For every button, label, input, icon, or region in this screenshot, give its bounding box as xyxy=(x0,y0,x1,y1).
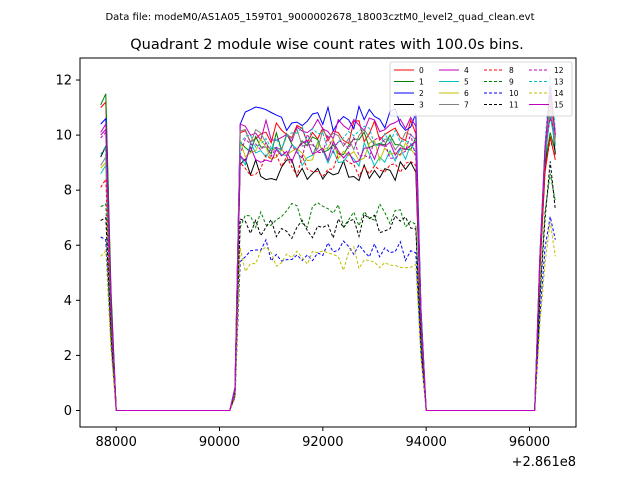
y-tick-label: 12 xyxy=(55,74,72,89)
series-line-1 xyxy=(100,93,556,411)
series-line-7 xyxy=(100,106,556,411)
legend-label-8: 8 xyxy=(509,66,514,75)
y-tick-label: 4 xyxy=(64,294,72,309)
y-tick-label: 0 xyxy=(64,404,72,419)
plot-lines xyxy=(100,75,556,411)
x-tick-label: 92000 xyxy=(302,435,343,450)
legend-label-0: 0 xyxy=(419,66,424,75)
legend-label-9: 9 xyxy=(509,78,514,87)
legend-label-7: 7 xyxy=(464,101,469,110)
y-tick-label: 10 xyxy=(55,129,72,144)
x-tick-label: 94000 xyxy=(405,435,446,450)
legend-label-2: 2 xyxy=(419,89,424,98)
x-tick-label: 90000 xyxy=(199,435,240,450)
series-line-15 xyxy=(100,90,556,411)
series-line-10 xyxy=(100,216,556,411)
legend-label-11: 11 xyxy=(509,101,519,110)
series-line-2 xyxy=(100,93,556,411)
legend-label-6: 6 xyxy=(464,89,469,98)
legend-label-13: 13 xyxy=(554,78,564,87)
legend-label-3: 3 xyxy=(419,101,424,110)
legend-box xyxy=(389,61,573,117)
x-axis: 88000 90000 92000 94000 96000 xyxy=(95,427,550,450)
y-tick-label: 6 xyxy=(64,239,72,254)
legend-label-14: 14 xyxy=(554,89,564,98)
series-line-3 xyxy=(100,100,556,411)
series-line-12 xyxy=(100,116,556,411)
series-line-9 xyxy=(100,173,556,411)
series-line-11 xyxy=(100,161,556,411)
series-line-14 xyxy=(100,221,556,411)
series-line-8 xyxy=(100,139,556,411)
y-axis: 0 2 4 6 8 10 12 xyxy=(55,74,80,419)
series-line-5 xyxy=(100,115,556,411)
legend-label-12: 12 xyxy=(554,66,564,75)
x-tick-label: 96000 xyxy=(509,435,550,450)
series-line-6 xyxy=(100,99,556,411)
legend-label-1: 1 xyxy=(419,78,424,87)
chart-suptitle: Data file: modeM0/AS1A05_159T01_90000026… xyxy=(105,12,534,23)
legend-label-5: 5 xyxy=(464,78,469,87)
series-line-13 xyxy=(100,75,556,411)
y-tick-label: 2 xyxy=(64,349,72,364)
chart-title: Quadrant 2 module wise count rates with … xyxy=(130,37,524,53)
legend-label-15: 15 xyxy=(554,101,564,110)
plot-frame xyxy=(79,57,577,428)
y-tick-label: 8 xyxy=(64,184,72,199)
legend-label-4: 4 xyxy=(464,66,469,75)
series-line-4 xyxy=(100,85,556,411)
x-tick-label: 88000 xyxy=(95,435,136,450)
x-offset-label: +2.861e8 xyxy=(512,455,576,470)
legend-label-10: 10 xyxy=(509,89,519,98)
